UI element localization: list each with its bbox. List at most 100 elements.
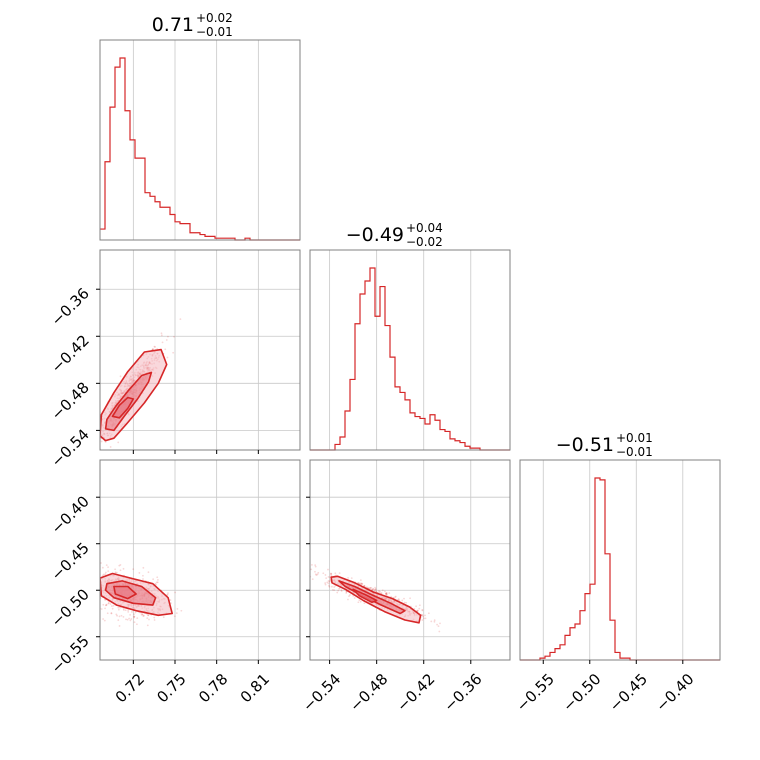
panel-frame xyxy=(309,249,511,451)
sample-point xyxy=(173,615,176,618)
sample-point xyxy=(111,607,114,610)
sample-point xyxy=(114,571,117,574)
sample-point xyxy=(433,620,436,623)
sample-point xyxy=(98,582,100,584)
sample-point xyxy=(109,446,112,448)
sample-point xyxy=(358,599,361,602)
sample-point xyxy=(79,455,81,457)
sample-point xyxy=(101,566,104,569)
sample-point xyxy=(380,592,383,595)
sample-point xyxy=(92,587,94,589)
y-axis-3: −0.55−0.50−0.45−0.40 xyxy=(48,492,100,677)
sample-point xyxy=(154,582,157,585)
sample-point xyxy=(384,593,387,596)
sample-point xyxy=(107,570,110,573)
sample-point xyxy=(92,443,94,445)
sample-point xyxy=(175,612,178,615)
inner-y-ticks xyxy=(306,496,310,638)
sample-point xyxy=(93,581,95,583)
sample-point xyxy=(333,589,336,592)
sample-point xyxy=(93,574,95,576)
sample-point xyxy=(118,625,121,627)
sample-point xyxy=(394,596,396,599)
sample-point xyxy=(421,614,424,617)
sample-point xyxy=(115,571,118,574)
sample-point xyxy=(114,568,117,571)
sample-point xyxy=(438,630,441,633)
sample-point xyxy=(87,590,89,592)
sample-point xyxy=(349,594,351,596)
y-tick-label: −0.48 xyxy=(48,378,93,423)
title-lower: −0.01 xyxy=(196,25,233,39)
sample-point xyxy=(95,577,97,579)
sample-point xyxy=(86,587,88,589)
sample-point xyxy=(384,590,386,593)
sample-point xyxy=(78,456,80,458)
sample-point xyxy=(84,587,86,589)
sample-point xyxy=(373,588,376,591)
sample-point xyxy=(379,590,381,593)
sample-point xyxy=(119,564,122,566)
sample-point xyxy=(315,574,318,577)
sample-point xyxy=(306,575,308,577)
sample-point xyxy=(122,609,125,611)
sample-point xyxy=(91,573,93,575)
sample-point xyxy=(118,564,121,567)
sample-point xyxy=(176,608,179,610)
sample-point xyxy=(98,421,100,423)
sample-point xyxy=(372,588,374,591)
sample-point xyxy=(421,608,424,611)
sample-point xyxy=(92,582,94,584)
sample-point xyxy=(122,567,125,570)
sample-point xyxy=(156,581,159,584)
sample-point xyxy=(363,584,366,587)
sample-point xyxy=(142,615,145,617)
sample-point xyxy=(359,600,362,603)
x-tick-label: −0.54 xyxy=(299,670,344,715)
contour-level-3 xyxy=(352,588,378,604)
sample-point xyxy=(174,591,177,594)
sample-point xyxy=(160,332,163,335)
sample-point xyxy=(88,444,90,446)
sample-point xyxy=(92,582,94,584)
sample-point xyxy=(385,593,388,596)
sample-point xyxy=(386,592,388,594)
title-upper: +0.04 xyxy=(406,221,443,235)
sample-point xyxy=(86,584,88,586)
sample-point xyxy=(324,583,327,586)
x-tick-label: 0.78 xyxy=(195,670,231,706)
hist-panel-2: −0.49 +0.04−0.02 xyxy=(309,221,511,451)
title-median: −0.51 xyxy=(556,434,614,456)
sample-point xyxy=(374,590,376,592)
sample-point xyxy=(128,617,131,620)
sample-point xyxy=(374,586,377,589)
sample-point xyxy=(360,582,363,585)
sample-point xyxy=(88,581,90,583)
sample-point xyxy=(409,597,411,600)
sample-point xyxy=(338,587,341,590)
x-tick-label: −0.42 xyxy=(393,670,438,715)
sample-point xyxy=(104,573,107,576)
sample-point xyxy=(97,567,99,569)
sample-point xyxy=(80,572,82,574)
panel-title-3: −0.51 +0.01−0.01 xyxy=(556,431,653,459)
sample-point xyxy=(328,585,331,588)
sample-point xyxy=(385,592,388,595)
sample-point xyxy=(92,441,94,443)
y-tick-label: −0.40 xyxy=(48,492,93,537)
sample-point xyxy=(109,603,112,605)
title-upper: +0.02 xyxy=(196,11,233,25)
sample-point xyxy=(417,609,419,612)
sample-point xyxy=(345,592,348,594)
sample-point xyxy=(102,603,105,606)
sample-point xyxy=(331,589,334,591)
sample-point xyxy=(100,608,103,610)
sample-point xyxy=(95,442,97,444)
sample-point xyxy=(126,618,129,621)
sample-point xyxy=(377,591,380,594)
sample-point xyxy=(385,592,387,595)
sample-point xyxy=(401,599,404,602)
sample-point xyxy=(372,587,375,590)
sample-point xyxy=(311,578,314,581)
